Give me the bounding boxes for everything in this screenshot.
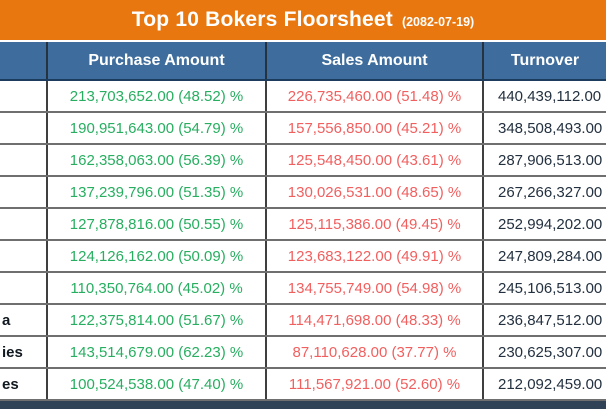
purchase-cell: 143,514,679.00 (62.23) % [46, 337, 265, 367]
sales-cell: 114,471,698.00 (48.33) % [265, 305, 482, 335]
sales-cell: 125,115,386.00 (49.45) % [265, 209, 482, 239]
broker-cell: a [2, 311, 11, 329]
broker-cell [0, 81, 46, 111]
sales-cell: 125,548,450.00 (43.61) % [265, 145, 482, 175]
sales-cell: 134,755,749.00 (54.98) % [265, 273, 482, 303]
turnover-cell: 287,906,513.00 [482, 145, 606, 175]
purchase-cell: 124,126,162.00 (50.09) % [46, 241, 265, 271]
column-header-purchase: Purchase Amount [46, 42, 265, 79]
purchase-cell: 127,878,816.00 (50.55) % [46, 209, 265, 239]
page-title: Top 10 Bokers Floorsheet [131, 8, 393, 31]
table-row: es 100,524,538.00 (47.40) % 111,567,921.00… [0, 369, 606, 401]
column-header-sales: Sales Amount [265, 42, 482, 79]
table-row: 213,703,652.00 (48.52) % 226,735,460.00 (… [0, 81, 606, 113]
turnover-cell: 440,439,112.00 [482, 81, 606, 111]
purchase-cell: 100,524,538.00 (47.40) % [46, 369, 265, 399]
purchase-cell: 190,951,643.00 (54.79) % [46, 113, 265, 143]
purchase-cell: 213,703,652.00 (48.52) % [46, 81, 265, 111]
sales-cell: 157,556,850.00 (45.21) % [265, 113, 482, 143]
report-date: (2082-07-19) [401, 15, 475, 29]
title-bar: Top 10 Bokers Floorsheet (2082-07-19) [0, 0, 606, 40]
turnover-cell: 267,266,327.00 [482, 177, 606, 207]
turnover-cell: 230,625,307.00 [482, 337, 606, 367]
sales-cell: 87,110,628.00 (37.77) % [265, 337, 482, 367]
turnover-cell: 247,809,284.00 [482, 241, 606, 271]
table-row: 127,878,816.00 (50.55) % 125,115,386.00 (… [0, 209, 606, 241]
broker-cell [0, 145, 46, 175]
table-row: 162,358,063.00 (56.39) % 125,548,450.00 (… [0, 145, 606, 177]
broker-cell [0, 209, 46, 239]
table-header-row: Purchase Amount Sales Amount Turnover [0, 42, 606, 81]
table-row: 110,350,764.00 (45.02) % 134,755,749.00 (… [0, 273, 606, 305]
broker-cell [0, 113, 46, 143]
table-row: a 122,375,814.00 (51.67) % 114,471,698.00 … [0, 305, 606, 337]
header-gap [0, 40, 606, 42]
turnover-cell: 236,847,512.00 [482, 305, 606, 335]
turnover-cell: 252,994,202.00 [482, 209, 606, 239]
sales-cell: 123,683,122.00 (49.91) % [265, 241, 482, 271]
broker-cell: es [2, 375, 19, 393]
sales-cell: 130,026,531.00 (48.65) % [265, 177, 482, 207]
table-body: 213,703,652.00 (48.52) % 226,735,460.00 (… [0, 81, 606, 401]
table-row: 124,126,162.00 (50.09) % 123,683,122.00 (… [0, 241, 606, 273]
turnover-cell: 212,092,459.00 [482, 369, 606, 399]
sales-cell: 111,567,921.00 (52.60) % [265, 369, 482, 399]
purchase-cell: 122,375,814.00 (51.67) % [46, 305, 265, 335]
sales-cell: 226,735,460.00 (51.48) % [265, 81, 482, 111]
column-header-turnover: Turnover [482, 42, 606, 79]
broker-cell: ies [2, 343, 23, 361]
column-header-broker [0, 42, 46, 79]
purchase-cell: 162,358,063.00 (56.39) % [46, 145, 265, 175]
purchase-cell: 137,239,796.00 (51.35) % [46, 177, 265, 207]
broker-cell [0, 241, 46, 271]
purchase-cell: 110,350,764.00 (45.02) % [46, 273, 265, 303]
turnover-cell: 245,106,513.00 [482, 273, 606, 303]
table-row: 137,239,796.00 (51.35) % 130,026,531.00 (… [0, 177, 606, 209]
broker-cell [0, 177, 46, 207]
turnover-cell: 348,508,493.00 [482, 113, 606, 143]
table-row: ies 143,514,679.00 (62.23) % 87,110,628.00… [0, 337, 606, 369]
bottom-bar [0, 401, 606, 409]
broker-cell [0, 273, 46, 303]
table-row: 190,951,643.00 (54.79) % 157,556,850.00 (… [0, 113, 606, 145]
